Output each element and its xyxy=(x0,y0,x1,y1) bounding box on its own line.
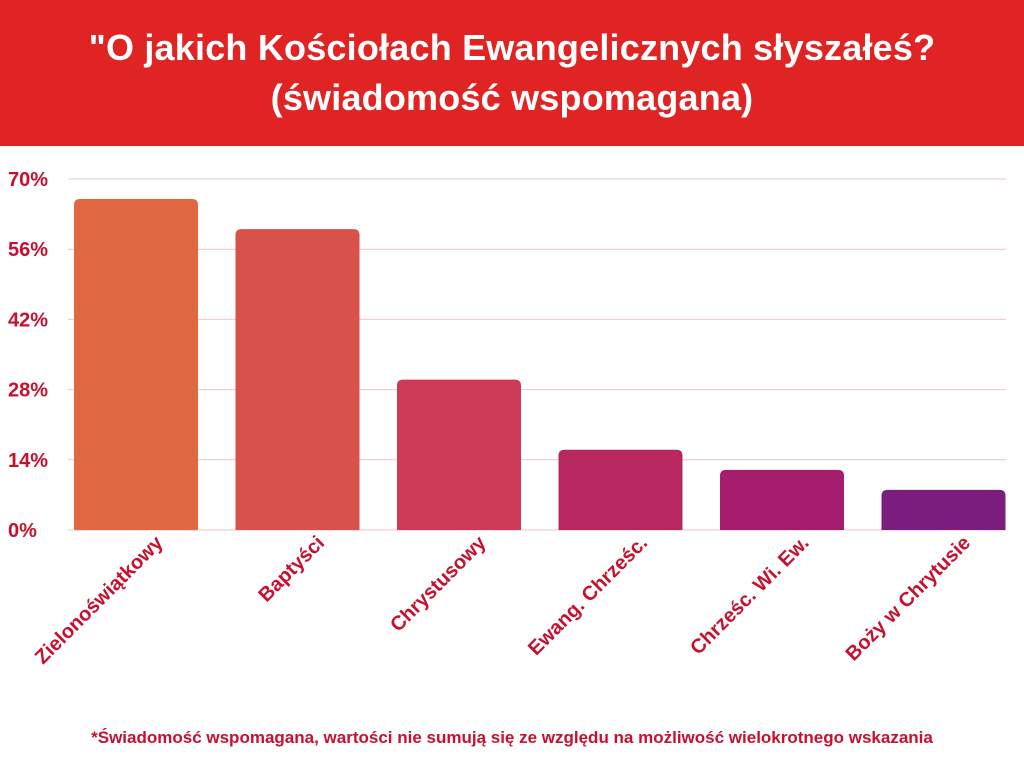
y-tick-label: 28% xyxy=(8,380,48,402)
x-tick-label: Chrześc. Wi. Ew. xyxy=(686,532,813,659)
y-tick-label: 56% xyxy=(8,239,48,261)
y-tick-label: 14% xyxy=(8,450,48,472)
x-tick-label: Boży w Chrytusie xyxy=(842,532,975,665)
bar xyxy=(881,489,1006,530)
bar-chart: 0% 14% 28% 42% 56% 70% Zielonoświątkowy Baptyśc… xyxy=(8,169,1006,669)
bar xyxy=(74,199,198,531)
chart-header: "O jakich Kościołach Ewangelicznych słys… xyxy=(0,0,1024,146)
chart-title-line-2: (świadomość wspomagana) xyxy=(270,77,754,118)
y-tick-label: 0% xyxy=(8,520,37,542)
bar xyxy=(397,379,521,530)
x-tick-label: Ewang. Chrześc. xyxy=(524,532,652,660)
y-tick-label: 42% xyxy=(8,309,48,331)
y-tick-label: 70% xyxy=(8,169,48,191)
bar xyxy=(235,229,360,530)
chart-title-line-1: "O jakich Kościołach Ewangelicznych słys… xyxy=(88,27,936,68)
x-tick-label: Zielonoświątkowy xyxy=(31,531,168,668)
bar xyxy=(720,469,844,530)
footnote: *Świadomość wspomagana, wartości nie sum… xyxy=(91,728,933,747)
bar xyxy=(558,449,683,530)
x-tick-label: Baptyści xyxy=(255,532,330,607)
x-tick-label: Chrystusowy xyxy=(386,531,491,636)
